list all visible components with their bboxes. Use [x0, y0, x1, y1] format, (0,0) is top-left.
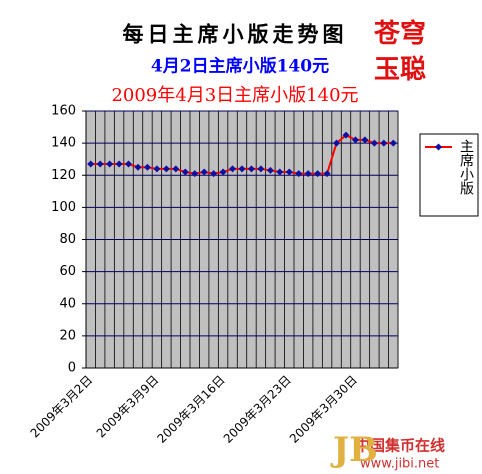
marker — [106, 160, 114, 168]
y-tick-label: 60 — [59, 264, 76, 279]
watermark-url: www.jibi.net — [360, 457, 439, 472]
marker — [314, 170, 322, 178]
y-tick-label: 20 — [59, 328, 76, 343]
marker — [247, 165, 255, 173]
y-tick-label: 140 — [51, 136, 76, 151]
marker — [285, 168, 293, 176]
y-tick-label: 120 — [51, 168, 76, 183]
marker — [191, 170, 199, 178]
subtitle: 4月2日主席小版140元 — [151, 56, 329, 77]
marker — [380, 139, 388, 147]
marker — [238, 165, 246, 173]
marker — [162, 165, 170, 173]
marker — [389, 139, 397, 147]
marker — [115, 160, 123, 168]
marker — [257, 165, 265, 173]
y-tick-label: 100 — [51, 200, 76, 215]
marker — [219, 168, 227, 176]
marker — [342, 131, 350, 139]
marker — [96, 160, 104, 168]
marker — [229, 165, 237, 173]
marker — [323, 170, 331, 178]
y-tick-label: 0 — [68, 361, 76, 376]
marker — [361, 136, 369, 144]
watermark-name: 中国集币在线 — [355, 437, 445, 455]
watermark-logo: JB — [330, 430, 378, 470]
marker — [181, 168, 189, 176]
legend-label: 主席小版 — [458, 139, 474, 196]
marker — [210, 170, 218, 178]
marker — [153, 165, 161, 173]
marker — [370, 139, 378, 147]
marker — [87, 160, 95, 168]
marker — [276, 168, 284, 176]
y-tick-label: 80 — [59, 232, 76, 247]
marker — [333, 139, 341, 147]
subtitle: 2009年4月3日主席小版140元 — [111, 85, 358, 106]
signature: 玉聪 — [374, 54, 426, 85]
legend-marker — [435, 143, 442, 151]
chart-title: 每日主席小版走势图 — [123, 22, 348, 47]
marker — [351, 136, 359, 144]
marker — [295, 170, 303, 178]
marker — [143, 163, 151, 171]
marker — [304, 170, 312, 178]
marker — [172, 165, 180, 173]
marker — [200, 168, 208, 176]
y-tick-label: 40 — [59, 296, 76, 311]
marker — [125, 160, 133, 168]
marker — [266, 166, 274, 174]
marker — [134, 163, 142, 171]
y-tick-label: 160 — [51, 104, 76, 119]
signature: 苍穹 — [373, 18, 426, 49]
